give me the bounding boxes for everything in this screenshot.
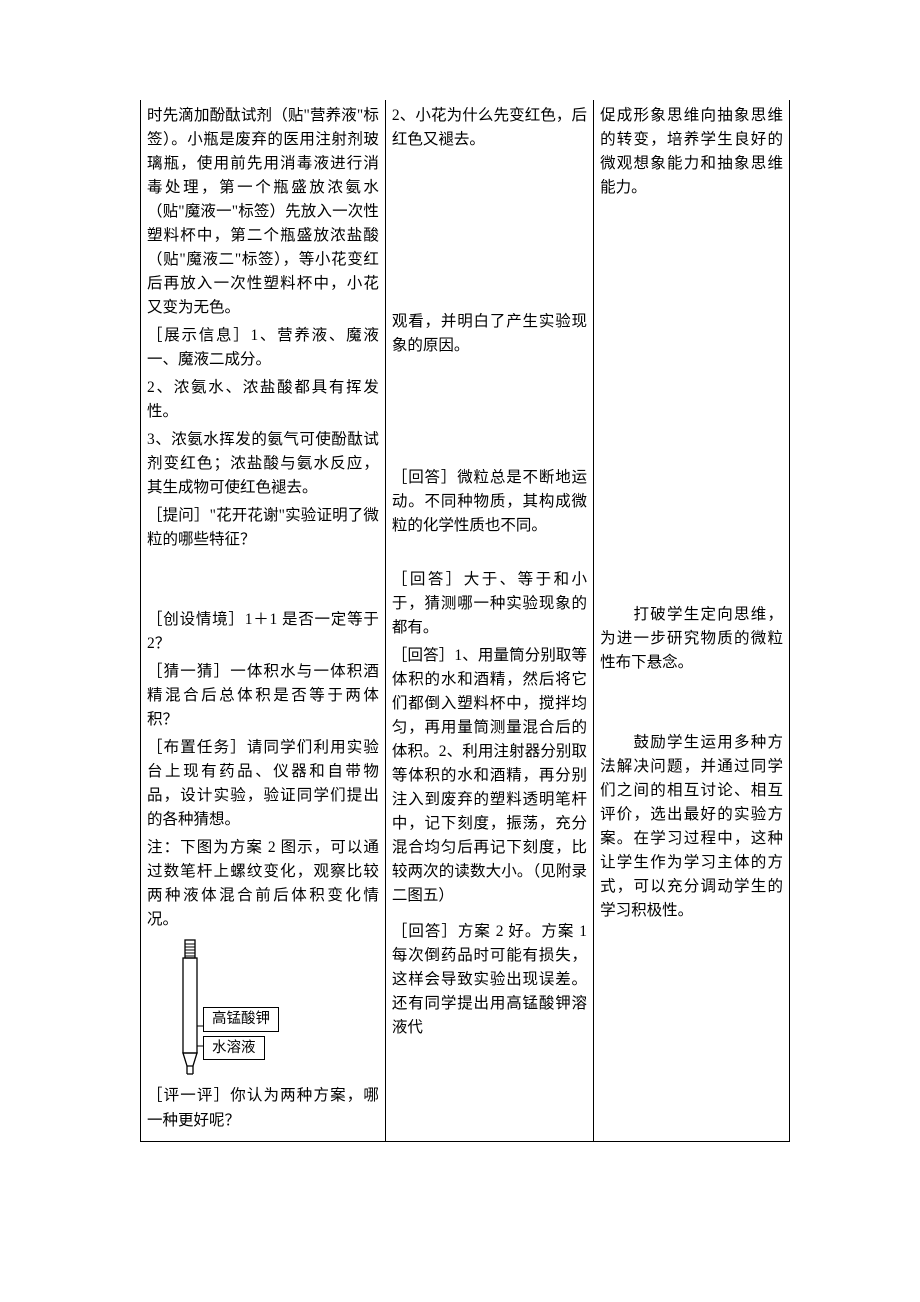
- diagram-labels: 高锰酸钾 水溶液: [203, 1007, 279, 1065]
- diagram-label: 水溶液: [203, 1036, 265, 1061]
- table-row: 时先滴加酚酞试剂（贴"营养液"标签）。小瓶是废弃的医用注射剂玻璃瓶，使用前先用消…: [141, 100, 790, 1141]
- pen-icon: [177, 938, 203, 1078]
- text-block: ［创设情境］1＋1 是否一定等于 2？: [147, 608, 379, 656]
- text-block: ［评一评］你认为两种方案，哪一种更好呢？: [147, 1084, 379, 1132]
- label-row: 水溶液: [203, 1036, 279, 1065]
- label-row: 高锰酸钾: [203, 1007, 279, 1036]
- text-block: 2、小花为什么先变红色，后红色又褪去。: [392, 104, 587, 152]
- document-page: 时先滴加酚酞试剂（贴"营养液"标签）。小瓶是废弃的医用注射剂玻璃瓶，使用前先用消…: [0, 0, 920, 1202]
- text-block: 打破学生定向思维，为进一步研究物质的微粒性布下悬念。: [600, 603, 783, 675]
- text-block: 鼓励学生运用多种方法解决问题，并通过同学们之间的相互讨论、相互评价，选出最好的实…: [600, 731, 783, 923]
- teacher-activity-cell: 时先滴加酚酞试剂（贴"营养液"标签）。小瓶是废弃的医用注射剂玻璃瓶，使用前先用消…: [141, 100, 386, 1141]
- text-block: 2、浓氨水、浓盐酸都具有挥发性。: [147, 376, 379, 424]
- spacer: [600, 204, 783, 599]
- design-intent-cell: 促成形象思维向抽象思维的转变，培养学生良好的微观想象能力和抽象思维能力。 打破学…: [594, 100, 790, 1141]
- spacer: [147, 556, 379, 604]
- lesson-table: 时先滴加酚酞试剂（贴"营养液"标签）。小瓶是废弃的医用注射剂玻璃瓶，使用前先用消…: [140, 100, 790, 1142]
- text-block: ［猜一猜］一体积水与一体积酒精混合后总体积是否等于两体积？: [147, 660, 379, 732]
- text-block: 注：下图为方案 2 图示，可以通过数笔杆上螺纹变化，观察比较两种液体混合前后体积…: [147, 836, 379, 932]
- text-block: 观看，并明白了产生实验现象的原因。: [392, 310, 587, 358]
- student-activity-cell: 2、小花为什么先变红色，后红色又褪去。 观看，并明白了产生实验现象的原因。 ［回…: [385, 100, 593, 1141]
- text-block: ［展示信息］1、营养液、魔液一、魔液二成分。: [147, 324, 379, 372]
- spacer: [392, 156, 587, 306]
- text-block: ［回答］1、用量筒分别取等体积的水和酒精，然后将它们都倒入塑料杯中，搅拌均匀，再…: [392, 644, 587, 908]
- spacer: [392, 362, 587, 462]
- text-block: ［回答］大于、等于和小于，猜测哪一种实验现象的都有。: [392, 568, 587, 640]
- text-block: 3、浓氨水挥发的氨气可使酚酞试剂变红色；浓盐酸与氨水反应，其生成物可使红色褪去。: [147, 428, 379, 500]
- text-block: ［提问］"花开花谢"实验证明了微粒的哪些特征？: [147, 504, 379, 552]
- pen-diagram: 高锰酸钾 水溶液: [177, 938, 379, 1078]
- text-block: 促成形象思维向抽象思维的转变，培养学生良好的微观想象能力和抽象思维能力。: [600, 104, 783, 200]
- text-block: ［布置任务］请同学们利用实验台上现有药品、仪器和自带物品，设计实验，验证同学们提…: [147, 736, 379, 832]
- text-block: ［回答］微粒总是不断地运动。不同种物质，其构成微粒的化学性质也不同。: [392, 466, 587, 538]
- diagram-label: 高锰酸钾: [203, 1007, 279, 1032]
- spacer: [392, 542, 587, 564]
- text-block: ［回答］方案 2 好。方案 1 每次倒药品时可能有损失，这样会导致实验出现误差。…: [392, 920, 587, 1040]
- spacer: [600, 679, 783, 727]
- text-block: 时先滴加酚酞试剂（贴"营养液"标签）。小瓶是废弃的医用注射剂玻璃瓶，使用前先用消…: [147, 104, 379, 320]
- spacer: [392, 912, 587, 916]
